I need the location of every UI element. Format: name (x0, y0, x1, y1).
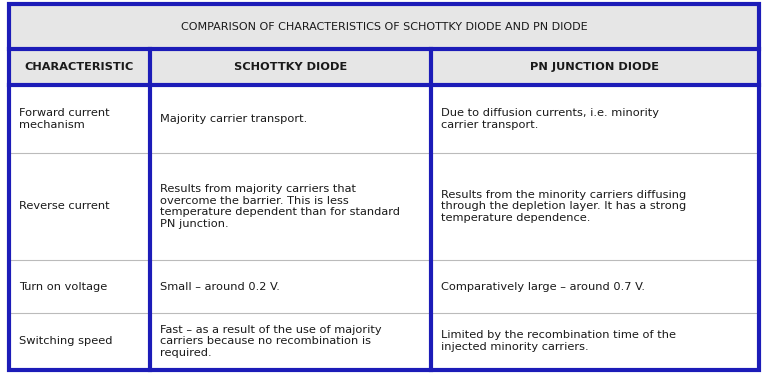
Bar (150, 260, 431, 313)
Bar (9, 85, 150, 153)
Text: Switching speed: Switching speed (19, 336, 113, 346)
Text: SCHOTTKY DIODE: SCHOTTKY DIODE (233, 62, 347, 72)
Bar (9, 4, 759, 49)
Text: Limited by the recombination time of the
injected minority carriers.: Limited by the recombination time of the… (441, 331, 676, 352)
Bar (150, 313, 431, 370)
Text: Reverse current: Reverse current (19, 201, 110, 211)
Text: COMPARISON OF CHARACTERISTICS OF SCHOTTKY DIODE AND PN DIODE: COMPARISON OF CHARACTERISTICS OF SCHOTTK… (180, 22, 588, 32)
Text: Due to diffusion currents, i.e. minority
carrier transport.: Due to diffusion currents, i.e. minority… (441, 108, 659, 130)
Bar (9, 260, 150, 313)
Bar (431, 49, 759, 85)
Text: Turn on voltage: Turn on voltage (19, 282, 108, 292)
Bar (150, 153, 431, 260)
Text: Fast – as a result of the use of majority
carriers because no recombination is
r: Fast – as a result of the use of majorit… (160, 325, 382, 358)
Bar (9, 313, 150, 370)
Text: Results from the minority carriers diffusing
through the depletion layer. It has: Results from the minority carriers diffu… (441, 190, 686, 223)
Bar (9, 153, 150, 260)
Text: PN JUNCTION DIODE: PN JUNCTION DIODE (531, 62, 659, 72)
Text: Comparatively large – around 0.7 V.: Comparatively large – around 0.7 V. (441, 282, 645, 292)
Bar (431, 260, 759, 313)
Bar (431, 313, 759, 370)
Text: CHARACTERISTIC: CHARACTERISTIC (25, 62, 134, 72)
Bar (431, 85, 759, 153)
Bar (150, 85, 431, 153)
Text: Results from majority carriers that
overcome the barrier. This is less
temperatu: Results from majority carriers that over… (160, 184, 399, 229)
Bar (9, 49, 150, 85)
Text: Small – around 0.2 V.: Small – around 0.2 V. (160, 282, 280, 292)
Text: Majority carrier transport.: Majority carrier transport. (160, 114, 307, 124)
Bar (431, 153, 759, 260)
Text: Forward current
mechanism: Forward current mechanism (19, 108, 110, 130)
Bar (150, 49, 431, 85)
